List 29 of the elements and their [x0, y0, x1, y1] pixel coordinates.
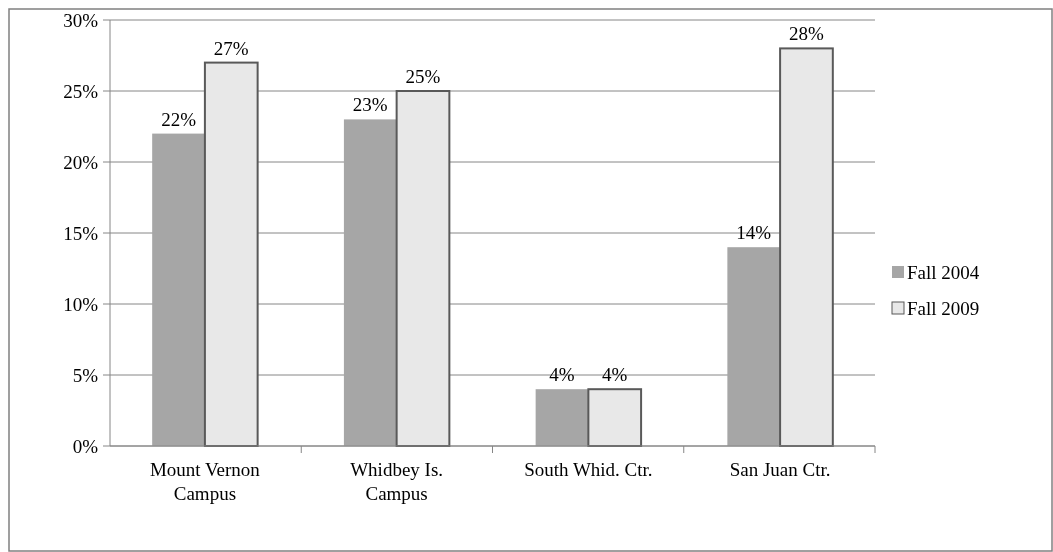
bar	[152, 133, 205, 446]
data-label: 14%	[736, 222, 772, 244]
legend-label: Fall 2009	[907, 297, 980, 319]
data-label: 4%	[549, 364, 575, 386]
y-tick-label: 5%	[72, 364, 99, 386]
data-label: 25%	[405, 66, 441, 87]
x-tick-label: South Whid. Ctr.	[524, 459, 653, 480]
bar	[535, 389, 589, 446]
bar	[587, 388, 643, 447]
bar	[727, 247, 781, 446]
bar	[203, 61, 259, 447]
bar	[343, 119, 397, 446]
data-label: 27%	[213, 37, 249, 59]
x-tick-label: Whidbey Is. Campus	[350, 459, 444, 504]
y-tick-label: 10%	[63, 293, 99, 315]
bar	[779, 47, 834, 447]
data-label: 23%	[352, 94, 388, 116]
legend-label: Fall 2004	[907, 261, 980, 283]
data-label: 22%	[161, 108, 197, 130]
y-tick-label: 30%	[63, 9, 99, 31]
y-tick-label: 25%	[63, 80, 99, 102]
x-tick-label: San Juan Ctr.	[729, 459, 831, 480]
y-tick-label: 20%	[63, 151, 99, 173]
y-tick-label: 15%	[63, 222, 99, 244]
bar	[395, 90, 451, 447]
y-tick-label: 0%	[72, 435, 99, 457]
data-label: 4%	[602, 364, 628, 386]
data-label: 28%	[789, 23, 825, 45]
x-tick-label: Mount Vernon Campus	[149, 459, 261, 504]
